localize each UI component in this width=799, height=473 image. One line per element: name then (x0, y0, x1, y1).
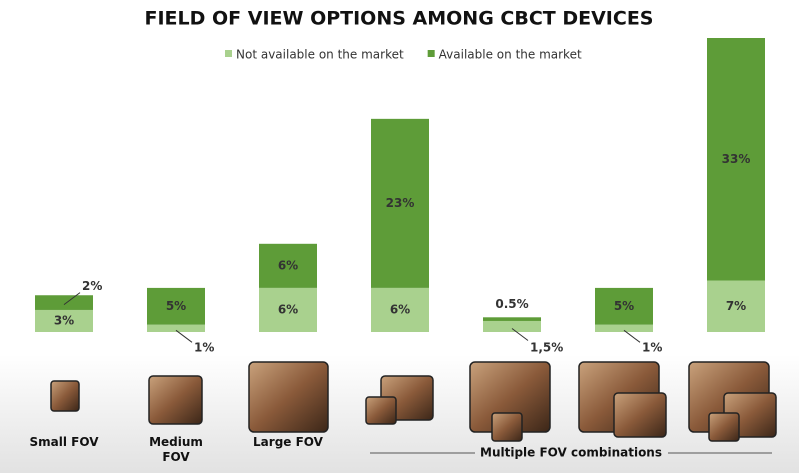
value-label: 5% (166, 299, 186, 313)
bar-segment (707, 280, 765, 332)
bar-segment (707, 38, 765, 281)
bar-segment (147, 287, 205, 325)
bar-segment (595, 287, 653, 325)
value-label: 1,5% (530, 341, 563, 355)
image (148, 375, 203, 425)
bar-segment (147, 324, 205, 332)
bar-segment (259, 287, 317, 332)
x-tick-label: Small FOV (29, 435, 99, 449)
x-tick-label: Large FOV (253, 435, 323, 449)
group-label: Multiple FOV combinations (480, 446, 662, 460)
image (613, 392, 667, 438)
value-label: 0.5% (495, 297, 528, 311)
bar-segment (35, 309, 93, 332)
image (365, 396, 397, 425)
image (248, 361, 329, 433)
value-label: 2% (82, 279, 102, 293)
value-label: 33% (722, 152, 751, 166)
fov-images (50, 361, 777, 442)
value-label: 7% (726, 299, 746, 313)
bar-segment (371, 118, 429, 288)
legend-label: Available on the market (439, 48, 582, 62)
x-tick-label: Medium FOV (149, 435, 203, 464)
value-label: 3% (54, 313, 74, 327)
chart-title: FIELD OF VIEW OPTIONS AMONG CBCT DEVICES (144, 8, 653, 30)
bar-segment (595, 324, 653, 332)
bar-segment (371, 287, 429, 332)
bar-segment (483, 320, 541, 332)
value-label: 1% (642, 341, 662, 355)
image (708, 412, 740, 442)
value-label: 1% (194, 341, 214, 355)
image (491, 412, 523, 442)
image (50, 380, 80, 412)
leader-line (511, 328, 529, 341)
value-label: 6% (390, 302, 410, 316)
value-label: 5% (614, 299, 634, 313)
legend-swatch (427, 50, 435, 57)
bar-segment (35, 295, 93, 310)
bar-segment (259, 243, 317, 288)
value-label: 6% (278, 258, 298, 272)
leader-line (175, 329, 193, 343)
value-label: 23% (386, 196, 415, 210)
value-label: 6% (278, 302, 298, 316)
bar-segment (483, 317, 541, 321)
leader-line (63, 292, 81, 306)
leader-line (623, 329, 641, 343)
legend-label: Not available on the market (236, 48, 404, 62)
legend-swatch (225, 50, 232, 57)
